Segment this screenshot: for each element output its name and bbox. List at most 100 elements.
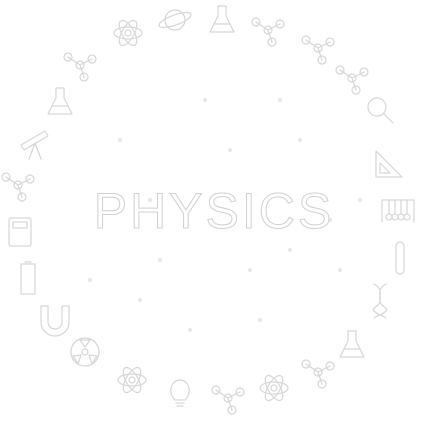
telescope: [20, 130, 49, 160]
atom: [347, 73, 357, 83]
orbit: [117, 373, 147, 387]
atom: [325, 37, 335, 47]
icon: [375, 150, 403, 178]
atom: [75, 60, 85, 70]
dot: [258, 318, 262, 322]
battery: [20, 263, 36, 295]
dot: [148, 198, 152, 202]
blades: [72, 339, 98, 365]
dot: [118, 138, 122, 142]
atom: [267, 37, 277, 47]
atom: [25, 174, 35, 184]
dots: [88, 98, 362, 332]
atom: [251, 17, 261, 27]
icon: [209, 5, 235, 33]
dot: [138, 298, 142, 302]
calculator: [8, 217, 32, 247]
planet: [164, 9, 186, 31]
icon: [339, 330, 365, 358]
rim: [70, 337, 100, 367]
atom: [63, 52, 73, 62]
dot: [298, 138, 302, 142]
magnet: [40, 305, 70, 337]
icon: [259, 374, 289, 402]
atom: [79, 72, 89, 82]
helix: [372, 283, 388, 319]
orbit: [264, 374, 284, 402]
atom: [359, 67, 369, 77]
dot: [358, 198, 362, 202]
flask: [47, 87, 73, 115]
icon: [47, 87, 73, 115]
atom: [313, 367, 323, 377]
icon: [381, 199, 415, 223]
orbit: [122, 366, 142, 394]
bulb: [170, 379, 190, 407]
atom: [13, 180, 23, 190]
dot: [248, 268, 252, 272]
icon: [40, 305, 70, 337]
atom: [223, 393, 233, 403]
dot: [188, 328, 192, 332]
atom: [275, 19, 285, 29]
atom: [227, 405, 237, 415]
atom: [211, 385, 221, 395]
atom: [263, 25, 273, 35]
atom: [351, 85, 361, 95]
flask: [339, 330, 365, 358]
icon: [170, 379, 190, 407]
dot: [278, 98, 282, 102]
icon: [211, 385, 245, 415]
atom: [317, 379, 327, 389]
icon: [20, 261, 36, 295]
icon: [117, 366, 147, 394]
flask: [209, 5, 235, 33]
lens: [367, 97, 387, 117]
orbit: [118, 19, 138, 47]
atom: [301, 359, 311, 369]
atom: [317, 55, 327, 65]
icon: [335, 65, 369, 95]
dot: [158, 258, 162, 262]
title: PHYSICS: [94, 183, 335, 239]
orbit: [113, 26, 143, 40]
tube: [395, 241, 405, 275]
dot: [88, 278, 92, 282]
nucleus: [124, 29, 132, 37]
icon: [63, 52, 97, 82]
icon: [301, 359, 335, 389]
dot: [288, 248, 292, 252]
icon: [70, 337, 100, 367]
frame: [381, 199, 415, 223]
atom: [335, 65, 345, 75]
core: [81, 348, 89, 356]
icon: [1, 172, 35, 202]
ring: [158, 11, 192, 29]
icon: [395, 241, 405, 275]
handle: [383, 113, 394, 124]
dot: [203, 98, 207, 102]
atom: [87, 54, 97, 64]
icon: [20, 130, 49, 160]
icon: [301, 35, 335, 65]
dot: [328, 218, 332, 222]
icon: [367, 97, 394, 124]
ruler: [375, 150, 403, 178]
dot: [228, 148, 232, 152]
nucleus: [270, 384, 278, 392]
icon: [8, 217, 32, 247]
orbit: [264, 374, 284, 402]
dot: [338, 268, 342, 272]
nucleus: [128, 376, 136, 384]
atom: [17, 192, 27, 202]
orbit: [122, 366, 142, 394]
icon: [251, 17, 285, 47]
icon: [158, 9, 192, 31]
screen: [12, 221, 28, 229]
atom: [235, 387, 245, 397]
atom: [313, 43, 323, 53]
ball: [403, 213, 411, 221]
atom: [301, 35, 311, 45]
